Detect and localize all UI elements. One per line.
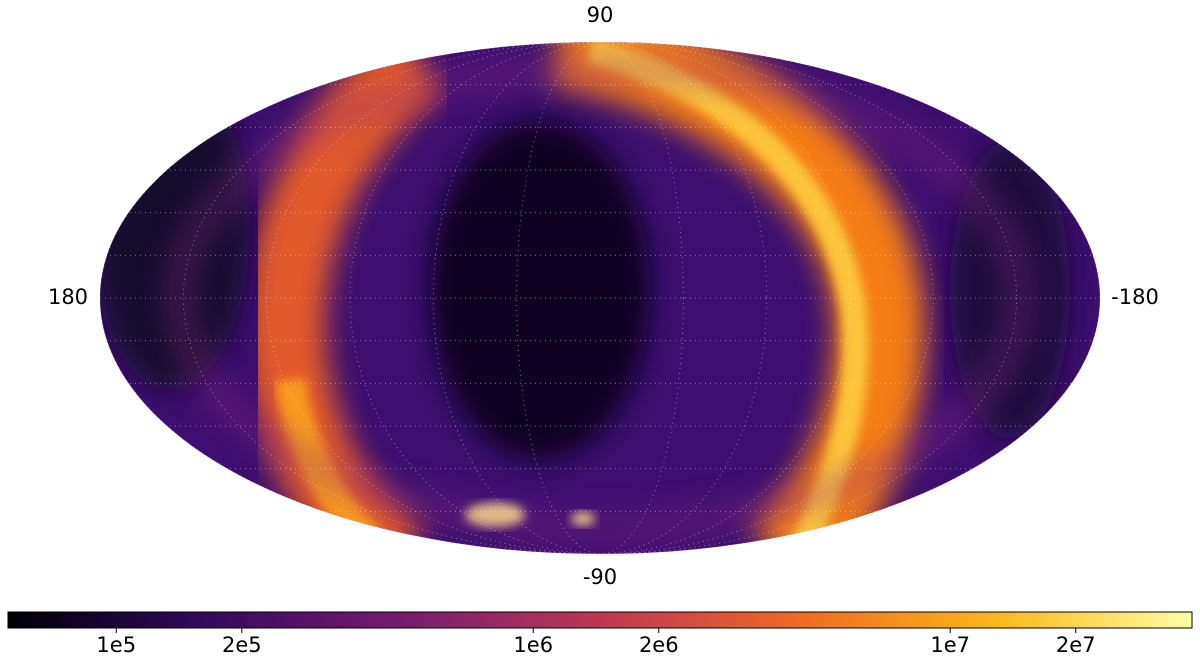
lat-label-bottom: -90 [583, 565, 617, 589]
meridian [266, 42, 934, 554]
lon-label-right: -180 [1111, 285, 1159, 309]
colorbar-tick-label: 2e7 [1056, 633, 1096, 657]
meridian [516, 42, 684, 554]
lat-label-top: 90 [587, 3, 614, 27]
colorbar-tick-label: 1e5 [96, 633, 136, 657]
colorbar-tick-label: 1e7 [930, 633, 970, 657]
colorbar-tick-label: 2e5 [222, 633, 262, 657]
meridian [182, 42, 1018, 554]
colorbar-tick-label: 1e6 [513, 633, 553, 657]
meridian [349, 42, 851, 554]
colorbar-tick-label: 2e6 [639, 633, 679, 657]
meridian [432, 42, 768, 554]
graticule [100, 42, 1100, 554]
lon-label-left: 180 [48, 285, 88, 309]
map-image [100, 42, 1100, 554]
colorbar [7, 611, 1193, 629]
